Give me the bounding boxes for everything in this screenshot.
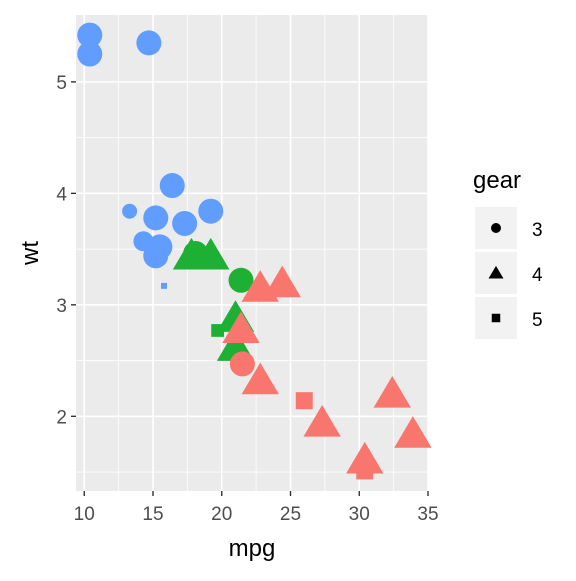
data-point-gear-4: [303, 405, 341, 437]
data-point-gear-5: [161, 282, 167, 289]
data-point-gear-4: [373, 376, 411, 408]
data-point-gear-5: [211, 324, 224, 337]
y-tick-label: 5: [56, 73, 67, 94]
data-point-gear-3: [172, 210, 198, 236]
legend: gear 3 4 5: [473, 167, 543, 339]
data-point-gear-4: [394, 416, 432, 448]
major-gridlines: [76, 15, 429, 491]
legend-title: gear: [473, 167, 521, 194]
data-point-gear-3: [143, 205, 169, 231]
data-point-gear-3: [143, 243, 169, 269]
legend-label: 3: [532, 220, 543, 241]
x-tick-label: 20: [211, 504, 232, 525]
data-point-gear-3: [198, 198, 224, 224]
y-axis-ticks: 2 3 4 5: [56, 73, 76, 428]
y-tick-label: 2: [56, 407, 67, 428]
data-point-gear-3: [136, 30, 162, 56]
data-point-gear-3: [228, 267, 254, 293]
data-point-gear-5: [295, 392, 313, 410]
data-point-gear-3: [229, 351, 255, 377]
legend-key-circle-icon: [491, 223, 501, 233]
data-point-gear-4: [263, 265, 301, 298]
legend-key-triangle-icon: [488, 265, 504, 279]
data-points: [77, 22, 432, 480]
data-point-gear-4: [241, 362, 279, 395]
data-point-gear-4: [346, 441, 384, 474]
data-point-gear-5: [356, 462, 374, 480]
x-tick-label: 25: [280, 504, 301, 525]
y-tick-label: 3: [56, 296, 67, 317]
x-tick-label: 10: [74, 504, 95, 525]
x-axis-ticks: 10 15 20 25 30 35: [74, 491, 439, 525]
x-tick-label: 35: [417, 504, 438, 525]
data-point-gear-3: [159, 173, 185, 199]
x-axis-label: mpg: [229, 535, 276, 562]
data-point-gear-3: [122, 203, 138, 219]
legend-label: 4: [532, 265, 543, 286]
legend-key-square-icon: [491, 313, 501, 323]
data-point-gear-3: [77, 22, 103, 48]
legend-label: 5: [532, 310, 543, 331]
x-tick-label: 15: [142, 504, 163, 525]
data-point-gear-4: [192, 237, 230, 270]
y-tick-label: 4: [56, 184, 67, 205]
y-axis-label: wt: [17, 241, 44, 266]
data-point-gear-3: [77, 41, 103, 67]
plot-panel: [76, 15, 428, 491]
legend-keys: 3 4 5: [475, 207, 543, 339]
data-point-gear-4: [222, 311, 260, 344]
x-tick-label: 30: [349, 504, 370, 525]
